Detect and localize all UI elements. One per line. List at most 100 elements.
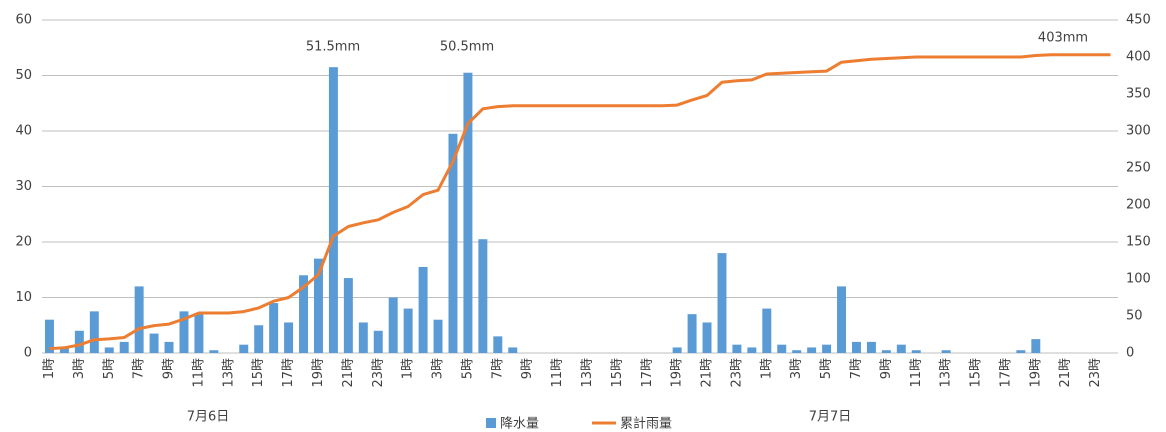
bar (702, 322, 712, 353)
y2-tick-label: 200 (1126, 198, 1151, 213)
x-tick-label: 17時 (998, 358, 1013, 388)
bar (209, 350, 219, 353)
y2-tick-label: 50 (1126, 309, 1143, 324)
x-tick-label: 1時 (401, 358, 416, 379)
bar (822, 344, 832, 353)
y2-tick-label: 400 (1126, 50, 1151, 65)
bar (433, 319, 443, 353)
bar (866, 341, 876, 353)
x-tick-label: 3時 (431, 358, 446, 379)
y2-tick-label: 250 (1126, 161, 1151, 176)
bar (687, 314, 697, 353)
x-tick-label: 21時 (341, 358, 356, 388)
x-tick-label: 5時 (102, 358, 117, 379)
x-tick-label: 11時 (909, 358, 924, 388)
x-tick-label: 5時 (819, 358, 834, 379)
bar (792, 350, 802, 353)
y2-tick-label: 300 (1126, 124, 1151, 139)
x-group-label: 7月7日 (809, 410, 852, 425)
x-tick-label: 1時 (759, 358, 774, 379)
bar (239, 344, 249, 353)
bar (284, 322, 294, 353)
y-tick-label: 10 (15, 290, 32, 305)
bar (478, 239, 488, 353)
bar (403, 308, 413, 353)
bar (837, 286, 847, 353)
x-tick-label: 11時 (550, 358, 565, 388)
bar (313, 258, 323, 353)
legend-label: 累計雨量 (620, 416, 672, 432)
x-tick-label: 9時 (162, 358, 177, 379)
bar (194, 314, 204, 353)
x-tick-label: 1時 (42, 358, 57, 379)
x-tick-label: 7時 (849, 358, 864, 379)
bar (777, 344, 787, 353)
y2-tick-label: 350 (1126, 87, 1151, 102)
x-tick-label: 13時 (939, 358, 954, 388)
x-tick-label: 23時 (1088, 358, 1103, 388)
bar (732, 344, 742, 353)
x-tick-label: 9時 (879, 358, 894, 379)
y2-tick-label: 450 (1126, 13, 1151, 28)
bar (1016, 350, 1026, 353)
y-tick-label: 60 (15, 13, 32, 28)
y2-tick-label: 0 (1126, 346, 1134, 361)
x-group-label: 7月6日 (187, 410, 230, 425)
x-tick-label: 15時 (969, 358, 984, 388)
bar (747, 347, 757, 353)
x-tick-label: 5時 (460, 358, 475, 379)
bar (59, 347, 69, 353)
bar (74, 330, 84, 353)
legend-swatch (486, 418, 496, 428)
bar (448, 133, 458, 353)
bar (941, 350, 951, 353)
bar (104, 347, 114, 353)
bar (762, 308, 772, 353)
bar (373, 330, 383, 353)
y-tick-label: 20 (15, 235, 32, 250)
bar (911, 350, 921, 353)
bar (149, 333, 159, 353)
x-tick-label: 7時 (132, 358, 147, 379)
x-tick-label: 7時 (490, 358, 505, 379)
x-tick-label: 3時 (72, 358, 87, 379)
x-tick-label: 15時 (251, 358, 266, 388)
annotation: 50.5mm (440, 40, 494, 55)
bar (717, 253, 727, 353)
bar (388, 297, 398, 353)
bar (358, 322, 368, 353)
y2-tick-label: 150 (1126, 235, 1151, 250)
bar (89, 311, 99, 353)
bar (164, 341, 174, 353)
x-tick-label: 17時 (281, 358, 296, 388)
x-tick-label: 19時 (670, 358, 685, 388)
x-tick-label: 21時 (1058, 358, 1073, 388)
annotation: 403mm (1038, 31, 1088, 46)
y-tick-label: 50 (15, 68, 32, 83)
bar (493, 336, 503, 353)
bar (807, 347, 817, 353)
x-tick-label: 23時 (729, 358, 744, 388)
bar (463, 72, 473, 353)
legend-label: 降水量 (500, 417, 539, 432)
bar (508, 347, 518, 353)
x-tick-label: 15時 (610, 358, 625, 388)
bar (851, 341, 861, 353)
y-tick-label: 30 (15, 179, 32, 194)
bar (254, 325, 264, 353)
bar (119, 341, 129, 353)
bar (328, 67, 338, 354)
bar (299, 275, 309, 353)
x-tick-label: 9時 (520, 358, 535, 379)
line (49, 53, 1111, 351)
x-tick-label: 13時 (580, 358, 595, 388)
x-tick-label: 13時 (221, 358, 236, 388)
y-tick-label: 40 (15, 124, 32, 139)
bar (343, 278, 353, 353)
y2-tick-label: 100 (1126, 272, 1151, 287)
x-tick-label: 21時 (700, 358, 715, 388)
annotation: 51.5mm (306, 40, 360, 55)
bar (881, 350, 891, 353)
x-tick-label: 17時 (640, 358, 655, 388)
